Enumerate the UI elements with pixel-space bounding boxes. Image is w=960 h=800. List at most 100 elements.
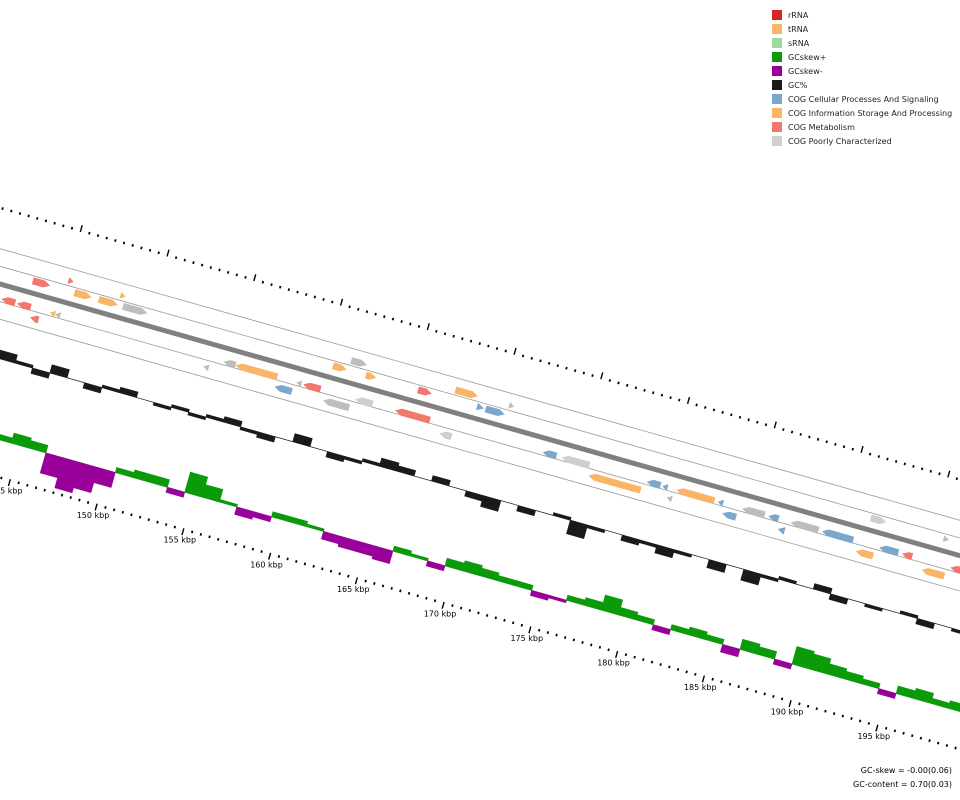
gc-content-bar (934, 623, 953, 629)
inner-minor-tick (52, 491, 55, 495)
gene-feature-cog-information (332, 362, 347, 372)
inner-minor-tick (190, 530, 194, 534)
gc-skew-positive-bar (913, 688, 934, 704)
inner-minor-tick (104, 505, 107, 509)
gc-content-bar (448, 485, 467, 492)
gene-feature-cog-metabolism (901, 552, 914, 561)
inner-minor-tick (607, 648, 610, 652)
inner-minor-tick (251, 547, 255, 551)
gene-feature-cog-cellular (822, 529, 855, 544)
outer-minor-tick (270, 283, 273, 287)
outer-major-tick (600, 372, 604, 380)
outer-minor-tick (10, 209, 13, 213)
outer-minor-tick (226, 270, 230, 274)
outer-minor-tick (174, 256, 178, 260)
outer-minor-tick (608, 379, 612, 382)
gc-content-bar (396, 465, 417, 477)
inner-minor-tick (642, 658, 645, 662)
inner-minor-tick (546, 631, 550, 635)
outer-minor-tick (903, 462, 907, 466)
gc-skew-track (0, 432, 960, 712)
inner-minor-tick (260, 550, 263, 554)
gc-content-bar (256, 431, 276, 443)
outer-minor-tick (62, 224, 65, 228)
gc-skew-positive-bar (201, 484, 224, 503)
gene-feature-cog-information (73, 289, 92, 300)
outer-minor-tick (469, 339, 473, 343)
gene-feature-cog-cellular (717, 499, 725, 507)
inner-minor-tick (919, 736, 923, 740)
legend-label: sRNA (788, 38, 810, 48)
inner-minor-tick (347, 574, 350, 578)
inner-minor-tick (78, 498, 81, 502)
outer-minor-tick (391, 317, 395, 321)
axis-label: 185 kbp (684, 683, 717, 692)
stats-footer: GC-skew = -0.00(0.06) GC-content = 0.70(… (853, 764, 952, 792)
gc-skew-positive-bar (10, 432, 32, 449)
outer-minor-tick (539, 359, 542, 363)
inner-minor-tick (199, 532, 203, 536)
gc-skew-negative-bar (54, 457, 81, 494)
outer-minor-tick (131, 243, 134, 247)
inner-minor-tick (34, 486, 38, 490)
outer-minor-tick (140, 246, 143, 250)
legend: rRNA tRNA sRNA GCskew+ GCskew- GC% COG Cellula… (772, 8, 960, 148)
outer-minor-tick (886, 457, 889, 461)
gc-skew-negative-bar (234, 506, 255, 520)
legend-item: COG Poorly Characterized (772, 134, 960, 148)
gene-feature-cog-unassigned (323, 398, 351, 412)
legend-swatch (772, 136, 782, 146)
outer-minor-tick (192, 261, 195, 265)
outer-minor-tick (704, 406, 707, 409)
outer-minor-tick (114, 239, 117, 242)
gene-feature-cog-unassigned (350, 357, 367, 367)
inner-minor-tick (511, 621, 515, 625)
gene-feature-cog-metabolism (17, 301, 32, 311)
gene-feature-cog-unassigned (508, 401, 515, 409)
gene-feature-cog-cellular (768, 514, 780, 523)
legend-label: rRNA (788, 10, 809, 20)
inner-minor-tick (173, 525, 177, 529)
legend-item: COG Cellular Processes And Signaling (772, 92, 960, 106)
outer-major-tick (426, 323, 430, 331)
outer-minor-tick (738, 415, 742, 419)
outer-minor-tick (825, 440, 828, 444)
inner-minor-tick (329, 569, 333, 573)
gene-feature-cog-information (588, 473, 642, 494)
gc-content-bar (49, 364, 70, 379)
inner-minor-tick (806, 704, 810, 708)
gc-content-bar (864, 603, 883, 612)
outer-minor-tick (712, 408, 716, 412)
outer-minor-tick (868, 452, 872, 456)
inner-minor-tick (60, 493, 64, 497)
gc-skew-negative-bar (73, 462, 99, 493)
inner-minor-tick (728, 682, 732, 686)
outer-minor-tick (521, 354, 525, 358)
outer-major-tick (513, 347, 517, 355)
inner-minor-tick (954, 746, 957, 750)
inner-minor-tick (17, 481, 20, 485)
outer-major-tick (253, 274, 257, 282)
outer-minor-tick (582, 371, 586, 375)
inner-minor-tick (668, 665, 671, 669)
gc-skew-negative-bar (547, 594, 567, 604)
inner-minor-tick (780, 697, 784, 701)
outer-minor-tick (218, 268, 221, 272)
inner-major-tick (701, 675, 706, 683)
gene-feature-cog-information (921, 568, 946, 580)
outer-minor-tick (660, 393, 664, 397)
outer-minor-tick (383, 315, 386, 319)
inner-minor-tick (815, 707, 818, 711)
gc-skew-negative-bar (252, 511, 272, 523)
gene-feature-cog-cellular (662, 484, 669, 491)
outer-minor-tick (790, 430, 794, 434)
gene-feature-cog-metabolism (395, 408, 431, 424)
gc-content-bar (14, 360, 34, 369)
outer-tick-ring (1, 207, 959, 481)
inner-minor-tick (659, 663, 662, 666)
outer-minor-tick (625, 383, 629, 387)
gc-skew-negative-bar (720, 644, 741, 658)
gc-skew-negative-bar (337, 536, 359, 552)
outer-minor-tick (721, 410, 724, 414)
gene-feature-cog-information (119, 291, 126, 299)
